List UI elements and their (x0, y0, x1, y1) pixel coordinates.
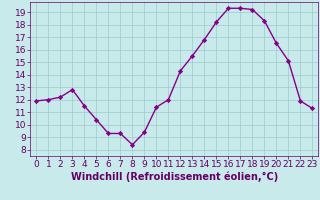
X-axis label: Windchill (Refroidissement éolien,°C): Windchill (Refroidissement éolien,°C) (71, 172, 278, 182)
